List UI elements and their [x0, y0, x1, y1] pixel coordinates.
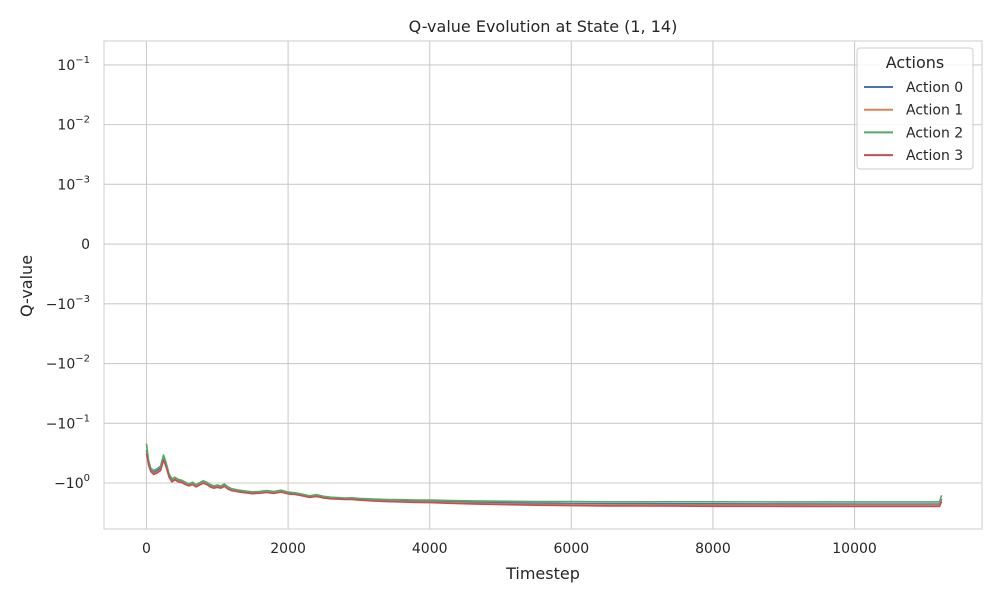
x-tick-label: 6000: [554, 541, 590, 557]
y-tick-label: 10−3: [57, 174, 90, 193]
legend: Actions Action 0 Action 1 Action 2 Action 3: [856, 47, 974, 170]
series-line-action-3: [145, 453, 943, 508]
series-line-action-1: [145, 451, 943, 507]
y-tick-label: −10−3: [46, 294, 90, 313]
series-line-action-2: [145, 443, 943, 503]
y-tick-label: 10−2: [57, 115, 90, 134]
y-axis-label: Q-value: [17, 255, 36, 317]
legend-entries: Action 0 Action 1 Action 2 Action 3: [864, 80, 963, 164]
y-tick-label: 10−1: [57, 55, 90, 74]
legend-label: Action 2: [906, 125, 963, 141]
series-lines: [145, 443, 943, 508]
x-tick-label: 0: [142, 541, 151, 557]
plot-frame: [103, 40, 983, 530]
legend-label: Action 3: [906, 148, 963, 164]
y-tick-label: −10−1: [46, 413, 90, 432]
y-tick-label: −10−2: [46, 354, 90, 373]
x-tick-labels: 0 2000 4000 6000 8000 10000: [142, 541, 877, 557]
legend-title: Actions: [886, 53, 944, 72]
y-tick-label: 0: [81, 237, 90, 253]
legend-label: Action 1: [906, 103, 963, 119]
x-tick-label: 8000: [695, 541, 731, 557]
legend-label: Action 0: [906, 80, 963, 96]
legend-box: [856, 47, 974, 170]
x-tick-label: 4000: [412, 541, 448, 557]
x-axis-label: Timestep: [505, 564, 580, 583]
x-tick-label: 10000: [832, 541, 877, 557]
chart-title: Q-value Evolution at State (1, 14): [409, 17, 678, 36]
y-tick-labels: 10−1 10−2 10−3 0 −10−3 −10−2 −10−1 −100: [46, 55, 90, 492]
y-tick-label: −100: [54, 473, 90, 492]
series-line-action-0: [145, 449, 943, 505]
grid: [104, 41, 982, 529]
x-tick-label: 2000: [270, 541, 306, 557]
